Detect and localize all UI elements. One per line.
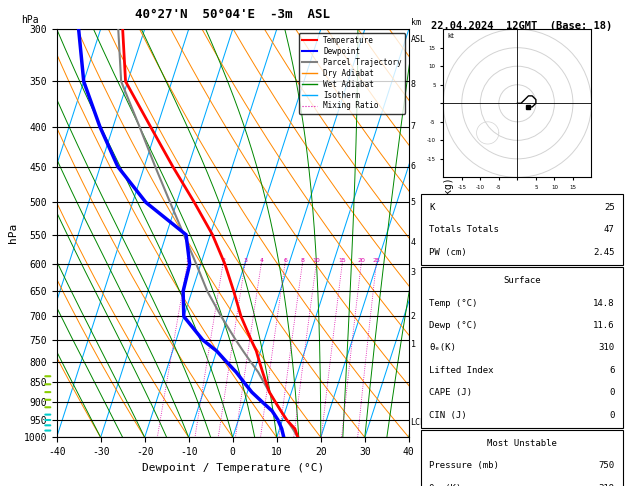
Text: Most Unstable: Most Unstable	[487, 439, 557, 448]
Text: 0: 0	[610, 388, 615, 397]
Text: 8: 8	[301, 258, 304, 263]
Text: 0: 0	[610, 411, 615, 419]
Y-axis label: hPa: hPa	[8, 223, 18, 243]
Text: 1: 1	[411, 340, 416, 349]
Text: Dewp (°C): Dewp (°C)	[430, 321, 478, 330]
Text: θₑ(K): θₑ(K)	[430, 344, 457, 352]
Text: 5: 5	[411, 198, 416, 207]
Text: Lifted Index: Lifted Index	[430, 366, 494, 375]
Text: LCL: LCL	[411, 418, 426, 427]
Legend: Temperature, Dewpoint, Parcel Trajectory, Dry Adiabat, Wet Adiabat, Isotherm, Mi: Temperature, Dewpoint, Parcel Trajectory…	[299, 33, 405, 114]
Text: 7: 7	[411, 122, 416, 131]
Text: hPa: hPa	[21, 15, 39, 25]
Text: ASL: ASL	[411, 35, 426, 44]
Text: CIN (J): CIN (J)	[430, 411, 467, 419]
Text: kt: kt	[447, 33, 454, 39]
Text: Surface: Surface	[503, 276, 541, 285]
Text: Mixing Ratio (g/kg): Mixing Ratio (g/kg)	[444, 177, 454, 289]
Bar	[421, 194, 623, 265]
Text: Temp (°C): Temp (°C)	[430, 298, 478, 308]
Text: 750: 750	[599, 461, 615, 470]
Text: 310: 310	[599, 344, 615, 352]
Text: PW (cm): PW (cm)	[430, 248, 467, 257]
Text: 2: 2	[411, 312, 416, 321]
Text: 6: 6	[411, 162, 416, 171]
Text: Pressure (mb): Pressure (mb)	[430, 461, 499, 470]
Text: 47: 47	[604, 226, 615, 234]
Text: 3: 3	[411, 267, 416, 277]
Text: 2.45: 2.45	[593, 248, 615, 257]
Text: K: K	[430, 203, 435, 212]
Text: 1: 1	[186, 258, 189, 263]
Bar	[421, 267, 623, 428]
Text: 40°27'N  50°04'E  -3m  ASL: 40°27'N 50°04'E -3m ASL	[135, 8, 330, 21]
Bar	[421, 430, 623, 486]
Text: 6: 6	[283, 258, 287, 263]
Text: 4: 4	[259, 258, 264, 263]
Text: 11.6: 11.6	[593, 321, 615, 330]
Text: 6: 6	[610, 366, 615, 375]
Text: 8: 8	[411, 80, 416, 89]
Text: 10: 10	[313, 258, 320, 263]
Text: 319: 319	[599, 484, 615, 486]
Text: 15: 15	[338, 258, 346, 263]
Text: CAPE (J): CAPE (J)	[430, 388, 472, 397]
Text: 3: 3	[243, 258, 247, 263]
Text: 20: 20	[357, 258, 365, 263]
Text: 4: 4	[411, 238, 416, 246]
Text: 25: 25	[604, 203, 615, 212]
X-axis label: Dewpoint / Temperature (°C): Dewpoint / Temperature (°C)	[142, 463, 324, 473]
Text: 2: 2	[221, 258, 225, 263]
Text: 25: 25	[372, 258, 381, 263]
Text: km: km	[411, 18, 421, 27]
Text: 22.04.2024  12GMT  (Base: 18): 22.04.2024 12GMT (Base: 18)	[431, 21, 613, 32]
Text: θₑ (K): θₑ (K)	[430, 484, 462, 486]
Text: Totals Totals: Totals Totals	[430, 226, 499, 234]
Text: 14.8: 14.8	[593, 298, 615, 308]
